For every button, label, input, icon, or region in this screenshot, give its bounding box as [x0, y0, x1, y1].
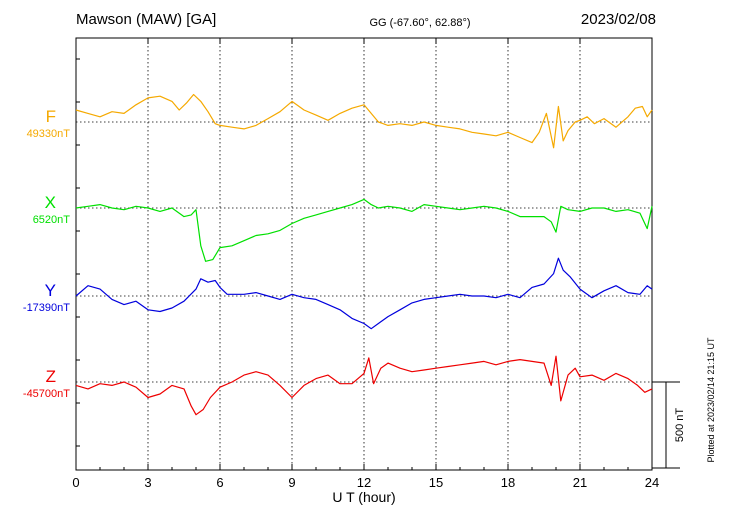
x-tick-label: 6	[216, 475, 223, 490]
series-labels: F 49330nT X 6520nT Y -17390nT Z -45700nT	[23, 107, 70, 400]
series-baseline-y: -17390nT	[23, 302, 70, 314]
series-name-y: Y	[45, 281, 56, 300]
x-tick-label: 0	[72, 475, 79, 490]
series-lines	[75, 93, 653, 416]
x-tick-label: 24	[645, 475, 659, 490]
x-tick-label: 21	[573, 475, 587, 490]
x-tick-label: 3	[144, 475, 151, 490]
series-line-z	[75, 355, 653, 416]
series-line-f	[75, 93, 653, 149]
x-axis-label: U T (hour)	[332, 489, 395, 505]
series-name-f: F	[46, 107, 56, 126]
series-line-y	[75, 257, 653, 330]
series-baseline-z: -45700nT	[23, 388, 70, 400]
scale-bar-label: 500 nT	[674, 408, 686, 443]
series-baseline-f: 49330nT	[27, 128, 71, 140]
x-tick-label: 15	[429, 475, 443, 490]
series-name-x: X	[45, 193, 56, 212]
series-line-x	[75, 198, 653, 262]
plotted-at-note: Plotted at 2023/02/14 21:15 UT	[706, 337, 716, 463]
grid	[147, 38, 581, 470]
station-title: Mawson (MAW) [GA]	[76, 11, 216, 28]
scale-bar: 500 nT	[652, 381, 686, 469]
station-coords: GG (-67.60°, 62.88°)	[369, 17, 470, 29]
x-tick-label: 18	[501, 475, 515, 490]
x-axis-ticks: 0 3 6 9 12 15 18 21 24	[72, 38, 659, 490]
x-tick-label: 12	[357, 475, 371, 490]
x-tick-label: 9	[288, 475, 295, 490]
series-name-z: Z	[46, 367, 56, 386]
series-baseline-x: 6520nT	[33, 214, 71, 226]
plot-date: 2023/02/08	[581, 11, 656, 28]
